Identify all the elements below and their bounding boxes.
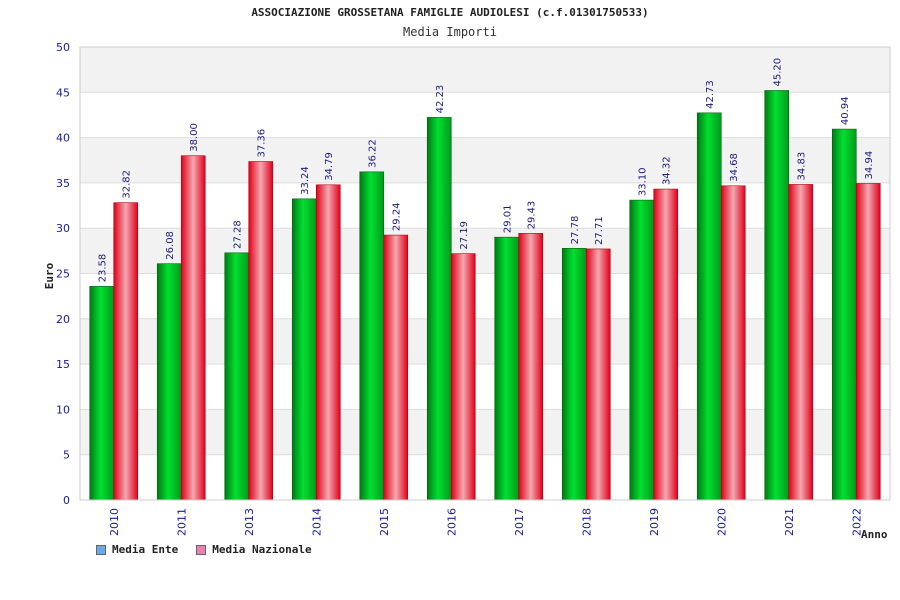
data-label-nazionale: 32.82 xyxy=(122,170,133,199)
x-tick-label: 2021 xyxy=(783,508,796,536)
x-axis-title: Anno xyxy=(861,528,888,541)
data-label-ente: 40.94 xyxy=(840,96,851,125)
bar-media-nazionale xyxy=(248,161,274,501)
data-label-nazionale: 37.36 xyxy=(257,129,268,158)
bar-media-ente xyxy=(831,128,857,501)
x-tick-label: 2015 xyxy=(378,508,391,536)
x-tick-label: 2019 xyxy=(648,508,661,536)
bar-media-ente xyxy=(359,171,385,501)
x-tick-label: 2017 xyxy=(513,508,526,536)
y-tick-label: 15 xyxy=(56,358,70,371)
bar-media-nazionale xyxy=(855,183,881,501)
grid-band xyxy=(80,137,890,183)
data-label-ente: 27.28 xyxy=(233,220,244,249)
x-tick-label: 2020 xyxy=(715,508,728,536)
data-label-nazionale: 29.43 xyxy=(527,201,538,230)
bar-media-nazionale xyxy=(180,155,206,501)
data-label-nazionale: 34.32 xyxy=(662,156,673,185)
bar-media-nazionale xyxy=(383,234,409,501)
bar-media-ente xyxy=(291,198,317,501)
y-tick-label: 25 xyxy=(56,268,70,281)
data-label-nazionale: 29.24 xyxy=(392,202,403,231)
data-label-nazionale: 27.71 xyxy=(594,216,605,245)
x-tick-label: 2010 xyxy=(108,508,121,536)
grid-band xyxy=(80,409,890,455)
legend-swatch-nazionale xyxy=(196,544,207,555)
data-label-ente: 26.08 xyxy=(165,231,176,260)
y-tick-label: 50 xyxy=(56,41,70,54)
y-tick-label: 45 xyxy=(56,86,70,99)
bar-media-ente xyxy=(561,248,587,501)
data-label-nazionale: 34.94 xyxy=(864,151,875,180)
legend-item-nazionale: Media Nazionale xyxy=(196,543,312,556)
plot-border xyxy=(79,46,891,501)
y-tick-label: 30 xyxy=(56,222,70,235)
legend-item-ente: Media Ente xyxy=(96,543,178,556)
y-tick-label: 5 xyxy=(63,449,70,462)
data-label-ente: 45.20 xyxy=(773,58,784,87)
legend-label-ente: Media Ente xyxy=(112,543,179,556)
y-tick-label: 10 xyxy=(56,403,70,416)
data-label-ente: 27.78 xyxy=(570,216,581,245)
data-label-ente: 36.22 xyxy=(368,139,379,168)
y-tick-label: 20 xyxy=(56,313,70,326)
bar-media-ente xyxy=(764,90,790,501)
data-label-ente: 33.10 xyxy=(638,167,649,196)
x-tick-label: 2013 xyxy=(243,508,256,536)
bar-media-nazionale xyxy=(113,202,139,501)
data-label-nazionale: 34.68 xyxy=(729,153,740,182)
legend-swatch-ente xyxy=(96,544,106,555)
x-tick-label: 2014 xyxy=(310,508,323,536)
x-tick-label: 2022 xyxy=(850,508,863,536)
data-label-nazionale: 34.79 xyxy=(324,152,335,181)
chart-subtitle: Media Importi xyxy=(403,25,497,39)
x-tick-label: 2016 xyxy=(445,508,458,536)
bar-media-ente xyxy=(494,236,520,501)
bar-media-ente xyxy=(426,117,452,501)
data-label-ente: 33.24 xyxy=(300,166,311,195)
grid-band xyxy=(80,47,890,93)
y-tick-label: 0 xyxy=(63,494,70,507)
data-label-nazionale: 38.00 xyxy=(189,123,200,152)
bar-media-ente xyxy=(156,263,182,501)
data-label-ente: 23.58 xyxy=(98,254,109,283)
bar-media-nazionale xyxy=(585,248,611,501)
x-tick-label: 2018 xyxy=(580,508,593,536)
chart-title: ASSOCIAZIONE GROSSETANA FAMIGLIE AUDIOLE… xyxy=(251,6,649,19)
bar-media-ente xyxy=(89,286,115,501)
legend: Media Ente Media Nazionale xyxy=(96,543,312,556)
bar-media-nazionale xyxy=(720,185,746,501)
bar-media-ente xyxy=(629,199,655,501)
data-label-nazionale: 34.83 xyxy=(797,152,808,181)
bar-media-nazionale xyxy=(315,184,341,501)
y-axis-title: Euro xyxy=(43,262,56,289)
data-label-ente: 42.23 xyxy=(435,85,446,114)
data-label-ente: 29.01 xyxy=(503,205,514,234)
bar-media-ente xyxy=(696,112,722,501)
bar-media-ente xyxy=(224,252,250,501)
data-label-ente: 42.73 xyxy=(705,80,716,109)
data-label-nazionale: 27.19 xyxy=(459,221,470,250)
bar-media-nazionale xyxy=(450,253,476,501)
x-tick-label: 2011 xyxy=(175,508,188,536)
bar-media-nazionale xyxy=(518,233,544,501)
bar-media-nazionale xyxy=(653,188,679,501)
legend-label-nazionale: Media Nazionale xyxy=(212,543,312,556)
y-tick-label: 40 xyxy=(56,132,70,145)
grid-band xyxy=(80,228,890,274)
y-tick-label: 35 xyxy=(56,177,70,190)
grid-band xyxy=(80,318,890,365)
bar-media-nazionale xyxy=(788,184,814,501)
